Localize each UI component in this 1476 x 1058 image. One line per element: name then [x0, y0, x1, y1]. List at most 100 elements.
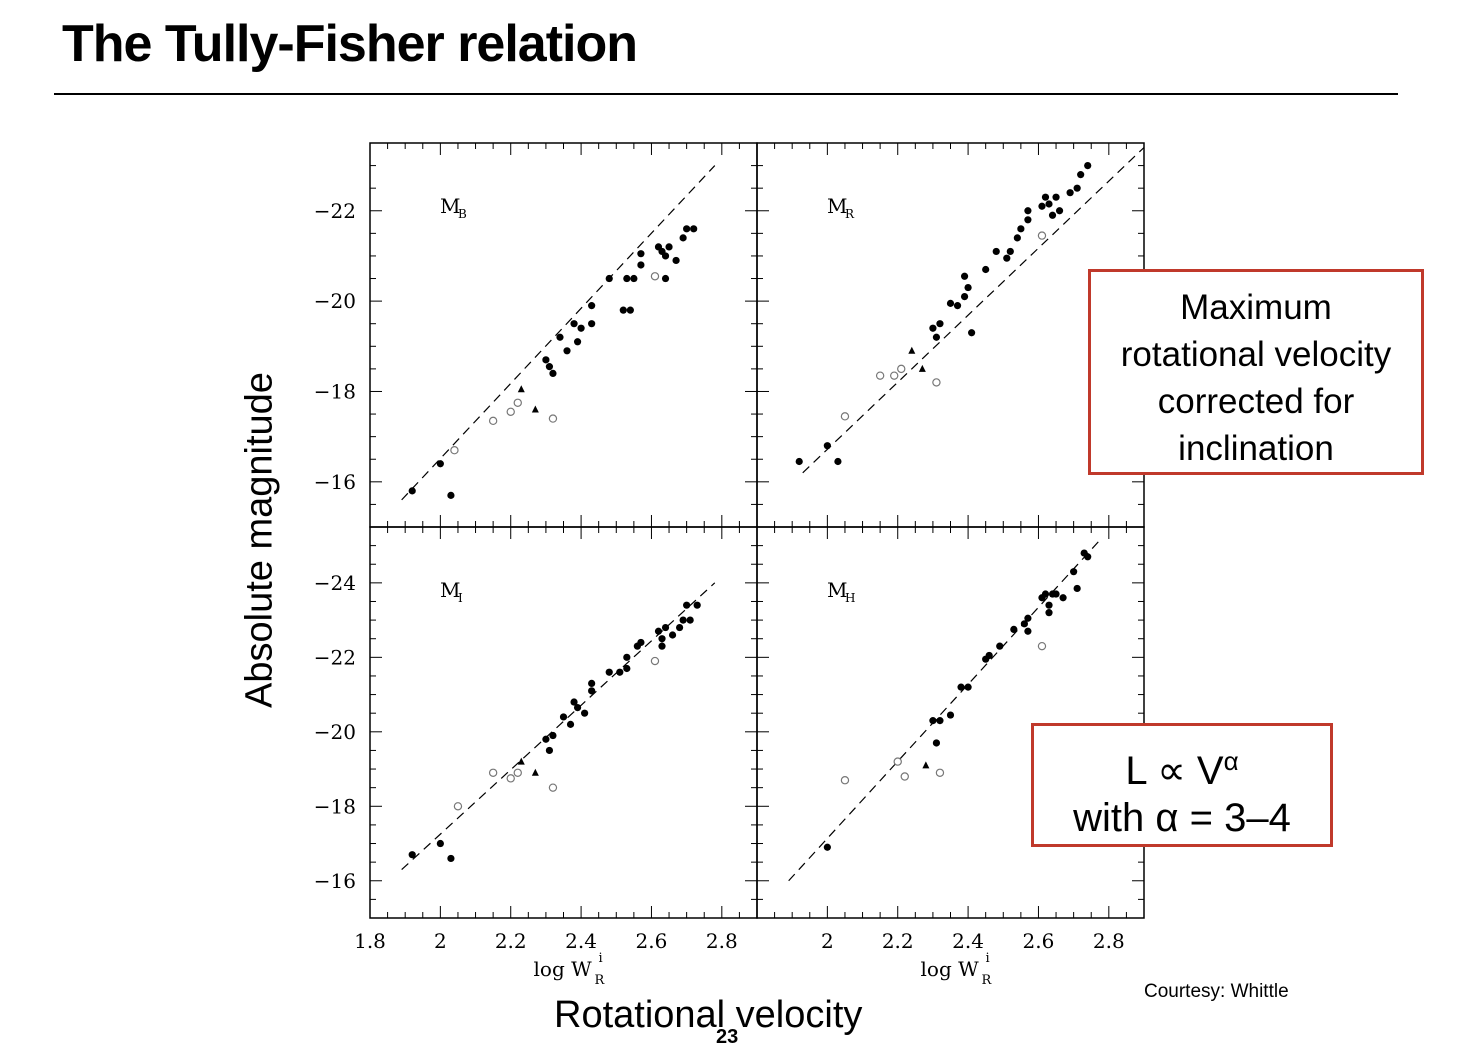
panel-label-subscript: I — [458, 591, 463, 605]
data-point-filled — [1084, 553, 1092, 561]
panel-label: M — [827, 578, 847, 602]
data-point-filled — [1041, 590, 1050, 598]
data-point-filled — [637, 250, 645, 258]
data-point-filled — [1077, 171, 1085, 179]
data-point-filled — [619, 306, 627, 314]
data-point-filled — [957, 683, 965, 691]
callout-line: rotational velocity — [1120, 335, 1392, 374]
panel-frame — [369, 142, 758, 528]
data-point-triangle — [908, 346, 916, 354]
data-point-triangle — [918, 364, 926, 372]
data-point-filled — [1010, 625, 1018, 634]
panel-frame — [756, 142, 1145, 528]
callout-line: Maximum — [1180, 288, 1332, 327]
x-tick-label: 2.4 — [565, 929, 597, 953]
data-point-filled — [1084, 161, 1092, 170]
data-point-filled — [968, 329, 976, 337]
data-point-filled — [1045, 200, 1053, 208]
y-tick-label: −18 — [314, 379, 356, 403]
data-point-open — [513, 768, 522, 777]
data-point-filled — [563, 347, 571, 355]
data-point-filled — [960, 293, 969, 301]
data-point-filled — [616, 668, 624, 676]
x-tick-label: 2 — [821, 929, 834, 953]
data-point-filled — [658, 635, 666, 643]
y-tick-label: −22 — [314, 199, 356, 223]
data-point-filled — [588, 679, 596, 688]
data-point-filled — [605, 668, 613, 676]
data-point-open — [506, 407, 515, 416]
data-point-filled — [436, 839, 444, 848]
data-point-filled — [953, 302, 962, 310]
data-point-triangle — [531, 768, 539, 776]
credit-text: Courtesy: Whittle — [1144, 981, 1289, 1002]
data-point-triangle — [517, 385, 525, 393]
data-point-filled — [1052, 590, 1060, 598]
callout-line: corrected for — [1157, 382, 1355, 421]
data-point-filled — [936, 717, 944, 725]
data-point-filled — [1013, 234, 1021, 242]
x-tick-label: 2.2 — [495, 929, 527, 953]
data-point-filled — [623, 274, 631, 283]
data-point-filled — [581, 709, 589, 717]
data-point-open — [932, 378, 941, 387]
data-point-filled — [556, 333, 564, 341]
data-point-filled — [929, 717, 937, 725]
panel-top-left: −22 −20 −18 −16 MB — [314, 142, 758, 528]
data-point-open — [548, 783, 558, 792]
data-point-filled — [1073, 184, 1081, 192]
data-point-filled — [542, 356, 550, 364]
data-point-open — [513, 398, 522, 407]
data-point-triangle — [517, 757, 525, 765]
x-axis-sublabel-superscript: i — [986, 951, 990, 966]
data-point-filled — [1024, 216, 1032, 224]
x-tick-label: 1.8 — [354, 929, 386, 953]
data-point-filled — [1024, 614, 1032, 622]
x-tick-label: 2.6 — [636, 929, 668, 953]
data-point-filled — [693, 601, 701, 609]
data-point-filled — [570, 698, 578, 706]
callout-power-law: L ∝ Vα with α = 3–4 — [1031, 723, 1333, 847]
data-point-filled — [623, 653, 631, 661]
data-point-filled — [573, 704, 582, 712]
data-point-filled — [686, 616, 694, 624]
data-point-filled — [1006, 247, 1014, 256]
data-point-filled — [683, 225, 691, 233]
data-point-filled — [665, 243, 673, 251]
formula-exponent: α — [1223, 746, 1239, 776]
data-point-filled — [823, 843, 831, 851]
callout-velocity-note: Maximum rotational velocity corrected fo… — [1088, 269, 1424, 475]
data-point-filled — [623, 664, 631, 673]
data-point-open — [1037, 641, 1047, 651]
data-point-open — [900, 772, 909, 781]
y-tick-label: −22 — [314, 645, 356, 669]
fit-line — [788, 541, 1099, 882]
data-point-open — [548, 414, 558, 423]
x-axis-label: Rotational velocity — [554, 994, 863, 1036]
data-point-filled — [570, 320, 578, 328]
data-point-filled — [1003, 254, 1011, 262]
data-point-open — [650, 272, 660, 281]
x-axis-sublabel-subscript: R — [982, 973, 993, 988]
data-point-open — [506, 774, 515, 783]
y-tick-label: −20 — [314, 289, 356, 313]
data-point-filled — [982, 265, 990, 274]
data-point-filled — [1020, 620, 1028, 628]
data-point-filled — [549, 369, 557, 377]
data-point-filled — [672, 256, 680, 265]
x-tick-label: 2.8 — [1093, 929, 1125, 953]
callout-line: inclination — [1178, 429, 1334, 468]
y-tick-label: −16 — [314, 470, 356, 494]
data-point-filled — [668, 631, 677, 639]
panel-label-subscript: B — [458, 207, 467, 221]
data-point-filled — [447, 854, 455, 863]
data-point-filled — [676, 623, 684, 632]
formula-base: L ∝ V — [1125, 749, 1224, 793]
data-point-filled — [679, 234, 687, 242]
data-point-filled — [408, 487, 416, 495]
data-point-filled — [679, 616, 687, 624]
data-point-filled — [1066, 189, 1074, 197]
data-point-filled — [549, 731, 557, 740]
data-point-filled — [1055, 207, 1064, 215]
